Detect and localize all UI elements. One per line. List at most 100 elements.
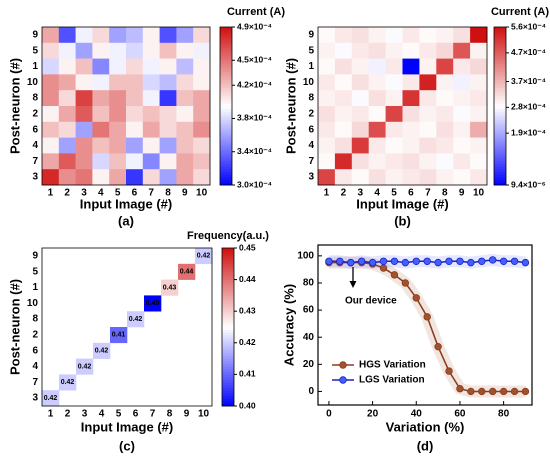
y-tick-label: 2 <box>308 109 314 120</box>
heat-cell <box>368 90 386 107</box>
heat-cell <box>159 74 177 91</box>
colorbar-slice <box>222 327 234 331</box>
heat-cell <box>318 106 336 123</box>
series-marker <box>521 387 530 396</box>
x-tick-label: 2 <box>65 409 71 420</box>
heat-cell <box>436 153 454 170</box>
heat-cell <box>470 58 488 75</box>
colorbar-slice <box>494 79 506 83</box>
series-marker <box>445 367 453 375</box>
heat-cell <box>58 169 76 186</box>
y-tick-label: 10 <box>303 77 315 88</box>
colorbar-tick-label: 9.4×10⁻⁶ <box>511 179 546 189</box>
heat-cell <box>58 42 76 59</box>
colorbar-slice <box>494 82 506 86</box>
heat-cell <box>126 27 144 44</box>
heat-cell <box>159 90 177 107</box>
y-tick-label: 2 <box>32 330 38 341</box>
series-marker <box>401 279 410 287</box>
heat-cell <box>351 27 369 44</box>
heat-cell <box>402 58 420 75</box>
y-tick-label: 6 <box>32 345 38 356</box>
heat-cell <box>176 153 194 170</box>
x-tick-label: 3 <box>82 409 88 420</box>
colorbar-slice <box>494 148 506 152</box>
heat-cell <box>318 153 336 170</box>
heat-cell <box>176 74 194 91</box>
colorbar-title: Frequency(a.u.) <box>187 230 269 242</box>
heat-cell <box>109 137 127 154</box>
heat-cell <box>178 263 196 280</box>
colorbar-slice <box>494 140 506 144</box>
colorbar-slice <box>220 179 232 183</box>
x-tick-label: 60 <box>454 409 466 420</box>
heat-cell <box>334 169 353 186</box>
colorbar-slice <box>222 269 234 273</box>
colorbar-slice <box>494 87 506 91</box>
colorbar-slice <box>494 95 506 99</box>
y-tick-label: 7 <box>308 156 314 167</box>
colorbar-tick-label: 1.9×10⁻⁴ <box>511 127 546 137</box>
colorbar-slice <box>222 311 234 315</box>
colorbar-slice <box>494 63 506 67</box>
cell-label: 0.44 <box>180 269 194 276</box>
colorbar-slice <box>494 161 506 165</box>
colorbar-slice <box>494 113 506 117</box>
y-tick-label: 9 <box>308 30 314 41</box>
colorbar-slice <box>494 121 506 125</box>
colorbar-slice <box>494 111 506 115</box>
y-tick-label: 10 <box>27 77 39 88</box>
colorbar-slice <box>220 116 232 120</box>
colorbar-slice <box>220 42 232 46</box>
heat-cell <box>436 90 454 107</box>
heat-cell <box>436 137 454 154</box>
heat-cell <box>419 137 437 154</box>
heat-cell <box>351 42 369 59</box>
series-marker <box>456 385 464 393</box>
heat-cell <box>42 27 60 44</box>
heat-cell <box>58 58 76 75</box>
heat-cell <box>75 153 93 170</box>
heat-cell <box>318 121 336 138</box>
colorbar-slice <box>220 119 232 123</box>
heat-cell <box>176 137 194 154</box>
x-tick-label: 2 <box>64 188 70 199</box>
heat-cell <box>176 58 194 75</box>
heat-cell <box>159 121 177 138</box>
heat-cell <box>126 90 144 107</box>
cell-label: 0.42 <box>95 348 109 355</box>
heat-cell <box>470 106 488 123</box>
heat-cell <box>470 169 488 186</box>
x-tick-label: 20 <box>367 409 379 420</box>
heat-cell <box>385 169 403 186</box>
heat-cell <box>351 106 369 123</box>
colorbar-slice <box>220 140 232 144</box>
heat-cell <box>193 42 211 59</box>
heat-cell <box>92 27 110 44</box>
heat-cell <box>193 90 211 107</box>
heat-cell <box>161 279 179 296</box>
cell-label: 0.41 <box>112 332 126 339</box>
colorbar-slice <box>220 55 232 59</box>
series-marker <box>423 257 431 265</box>
heat-cell <box>436 121 454 138</box>
heat-cell <box>385 153 403 170</box>
colorbar-slice <box>220 111 232 115</box>
colorbar-slice <box>222 271 234 275</box>
heat-cell <box>176 42 194 59</box>
colorbar-slice <box>220 142 232 146</box>
legend-label: LGS Variation <box>359 375 425 386</box>
heat-cell <box>159 137 177 154</box>
heat-cell <box>42 390 60 407</box>
colorbar-slice <box>222 395 234 399</box>
cell-label: 0.42 <box>129 316 143 323</box>
heat-cell <box>109 121 127 138</box>
series-marker <box>456 257 464 265</box>
colorbar-slice <box>494 171 506 175</box>
colorbar-slice <box>220 169 232 173</box>
heat-cell <box>318 42 336 59</box>
heat-cell <box>419 90 437 107</box>
heat-cell <box>318 137 336 154</box>
heat-cell <box>436 169 454 186</box>
